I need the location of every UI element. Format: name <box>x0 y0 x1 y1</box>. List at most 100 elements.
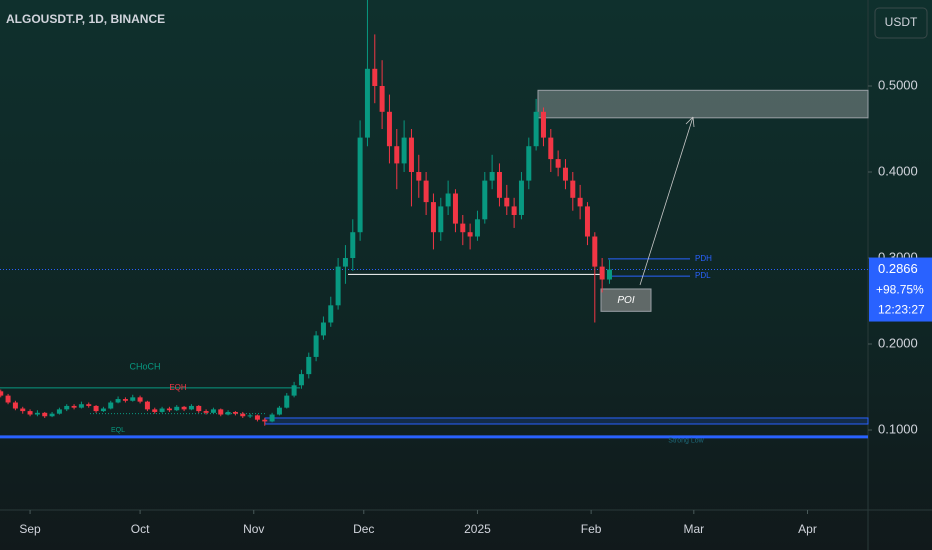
candle-body <box>49 413 55 417</box>
x-tick-label: 2025 <box>464 522 491 536</box>
pdh-label: PDH <box>695 254 712 263</box>
pdl-label: PDL <box>695 271 711 280</box>
candle-body <box>232 411 238 414</box>
candle-body <box>592 236 598 267</box>
y-tick-label: 0.5000 <box>878 77 918 92</box>
candle-body <box>489 172 495 181</box>
candle-body <box>540 111 546 138</box>
eql-label: EQL <box>111 427 125 434</box>
candle-body <box>188 405 194 410</box>
candle-body <box>357 137 363 233</box>
candle-body <box>42 412 48 417</box>
candle-body <box>86 404 92 406</box>
candle-body <box>328 305 334 323</box>
candle-body <box>276 407 282 415</box>
candle-body <box>430 202 436 233</box>
plot: Strong Low EQH CHoCH EQL PDH PDL POI <box>0 0 869 445</box>
candle-body <box>152 409 158 412</box>
candle-body <box>78 404 84 408</box>
candle-body <box>174 406 180 411</box>
candle-body <box>320 322 326 336</box>
eqh-label: EQH <box>169 383 187 392</box>
candle-body <box>577 197 583 207</box>
candle-body <box>438 206 444 233</box>
candle-body <box>584 206 590 237</box>
candle-body <box>262 419 268 422</box>
candle-body <box>460 223 466 233</box>
x-tick-label: Dec <box>353 522 374 536</box>
candle-body <box>408 137 414 173</box>
candle-body <box>555 159 561 168</box>
candle-body <box>394 146 400 164</box>
candle-body <box>122 399 128 401</box>
y-tick-label: 0.2000 <box>878 335 918 350</box>
last-price-change: +98.75% <box>876 283 924 297</box>
candle-body <box>130 397 136 401</box>
x-tick-label: Mar <box>683 522 704 536</box>
candle-body <box>606 269 612 280</box>
candle-body <box>386 111 392 147</box>
candle-body <box>445 193 451 207</box>
y-tick-label: 0.4000 <box>878 163 918 178</box>
x-tick-label: Nov <box>243 522 264 536</box>
last-price: 0.2866 <box>878 261 918 276</box>
candle-body <box>159 408 165 412</box>
candle-body <box>306 356 312 375</box>
candle-body <box>313 335 319 357</box>
candle-body <box>12 402 18 409</box>
candle-body <box>225 411 231 415</box>
y-tick-label: 0.1000 <box>878 421 918 436</box>
candle-body <box>526 146 532 181</box>
candle-body <box>298 374 304 386</box>
candle-body <box>511 206 517 216</box>
candle-body <box>64 405 70 410</box>
supply-zone <box>537 89 869 119</box>
poi-label: POI <box>617 295 634 306</box>
strong-low-label: Strong Low <box>668 438 704 445</box>
candle-body <box>291 385 297 396</box>
candle-body <box>570 180 576 198</box>
candle-body <box>504 197 510 207</box>
candle-body <box>5 395 11 403</box>
candle-body <box>210 409 216 413</box>
candle-body <box>416 172 422 181</box>
candle-body <box>20 408 26 412</box>
candle-body <box>467 232 473 237</box>
currency[interactable]: USDT <box>885 15 918 29</box>
x-tick-label: Sep <box>19 522 41 536</box>
candle-body <box>27 411 33 415</box>
candle-body <box>115 399 121 403</box>
candle-body <box>452 193 458 224</box>
candle-body <box>144 401 150 410</box>
countdown: 12:23:27 <box>878 303 925 317</box>
currency-box[interactable] <box>874 7 928 39</box>
candle-body <box>240 413 246 417</box>
poi <box>600 288 652 312</box>
candle-body <box>372 68 378 87</box>
x-tick-label: Feb <box>581 522 602 536</box>
candle-body <box>269 414 275 422</box>
candle-body <box>342 258 348 267</box>
candle-body <box>562 167 568 181</box>
choch-label: CHoCH <box>129 361 160 371</box>
candle-body <box>203 411 209 413</box>
candle-body <box>548 137 554 160</box>
x-tick-label: Apr <box>798 522 817 536</box>
x-tick-label: Oct <box>131 522 150 536</box>
arrow-head <box>685 116 695 128</box>
candle-body <box>496 172 502 198</box>
candle-body <box>137 397 143 402</box>
candle-body <box>254 415 260 420</box>
last-price-box <box>869 257 932 322</box>
candle-body <box>379 86 385 112</box>
candle-body <box>196 405 202 412</box>
candle-body <box>284 395 290 408</box>
demand-zone <box>264 417 869 425</box>
candle-body <box>34 412 40 415</box>
candle-body <box>423 180 429 203</box>
candle-body <box>181 406 187 410</box>
candle-body <box>100 408 106 412</box>
